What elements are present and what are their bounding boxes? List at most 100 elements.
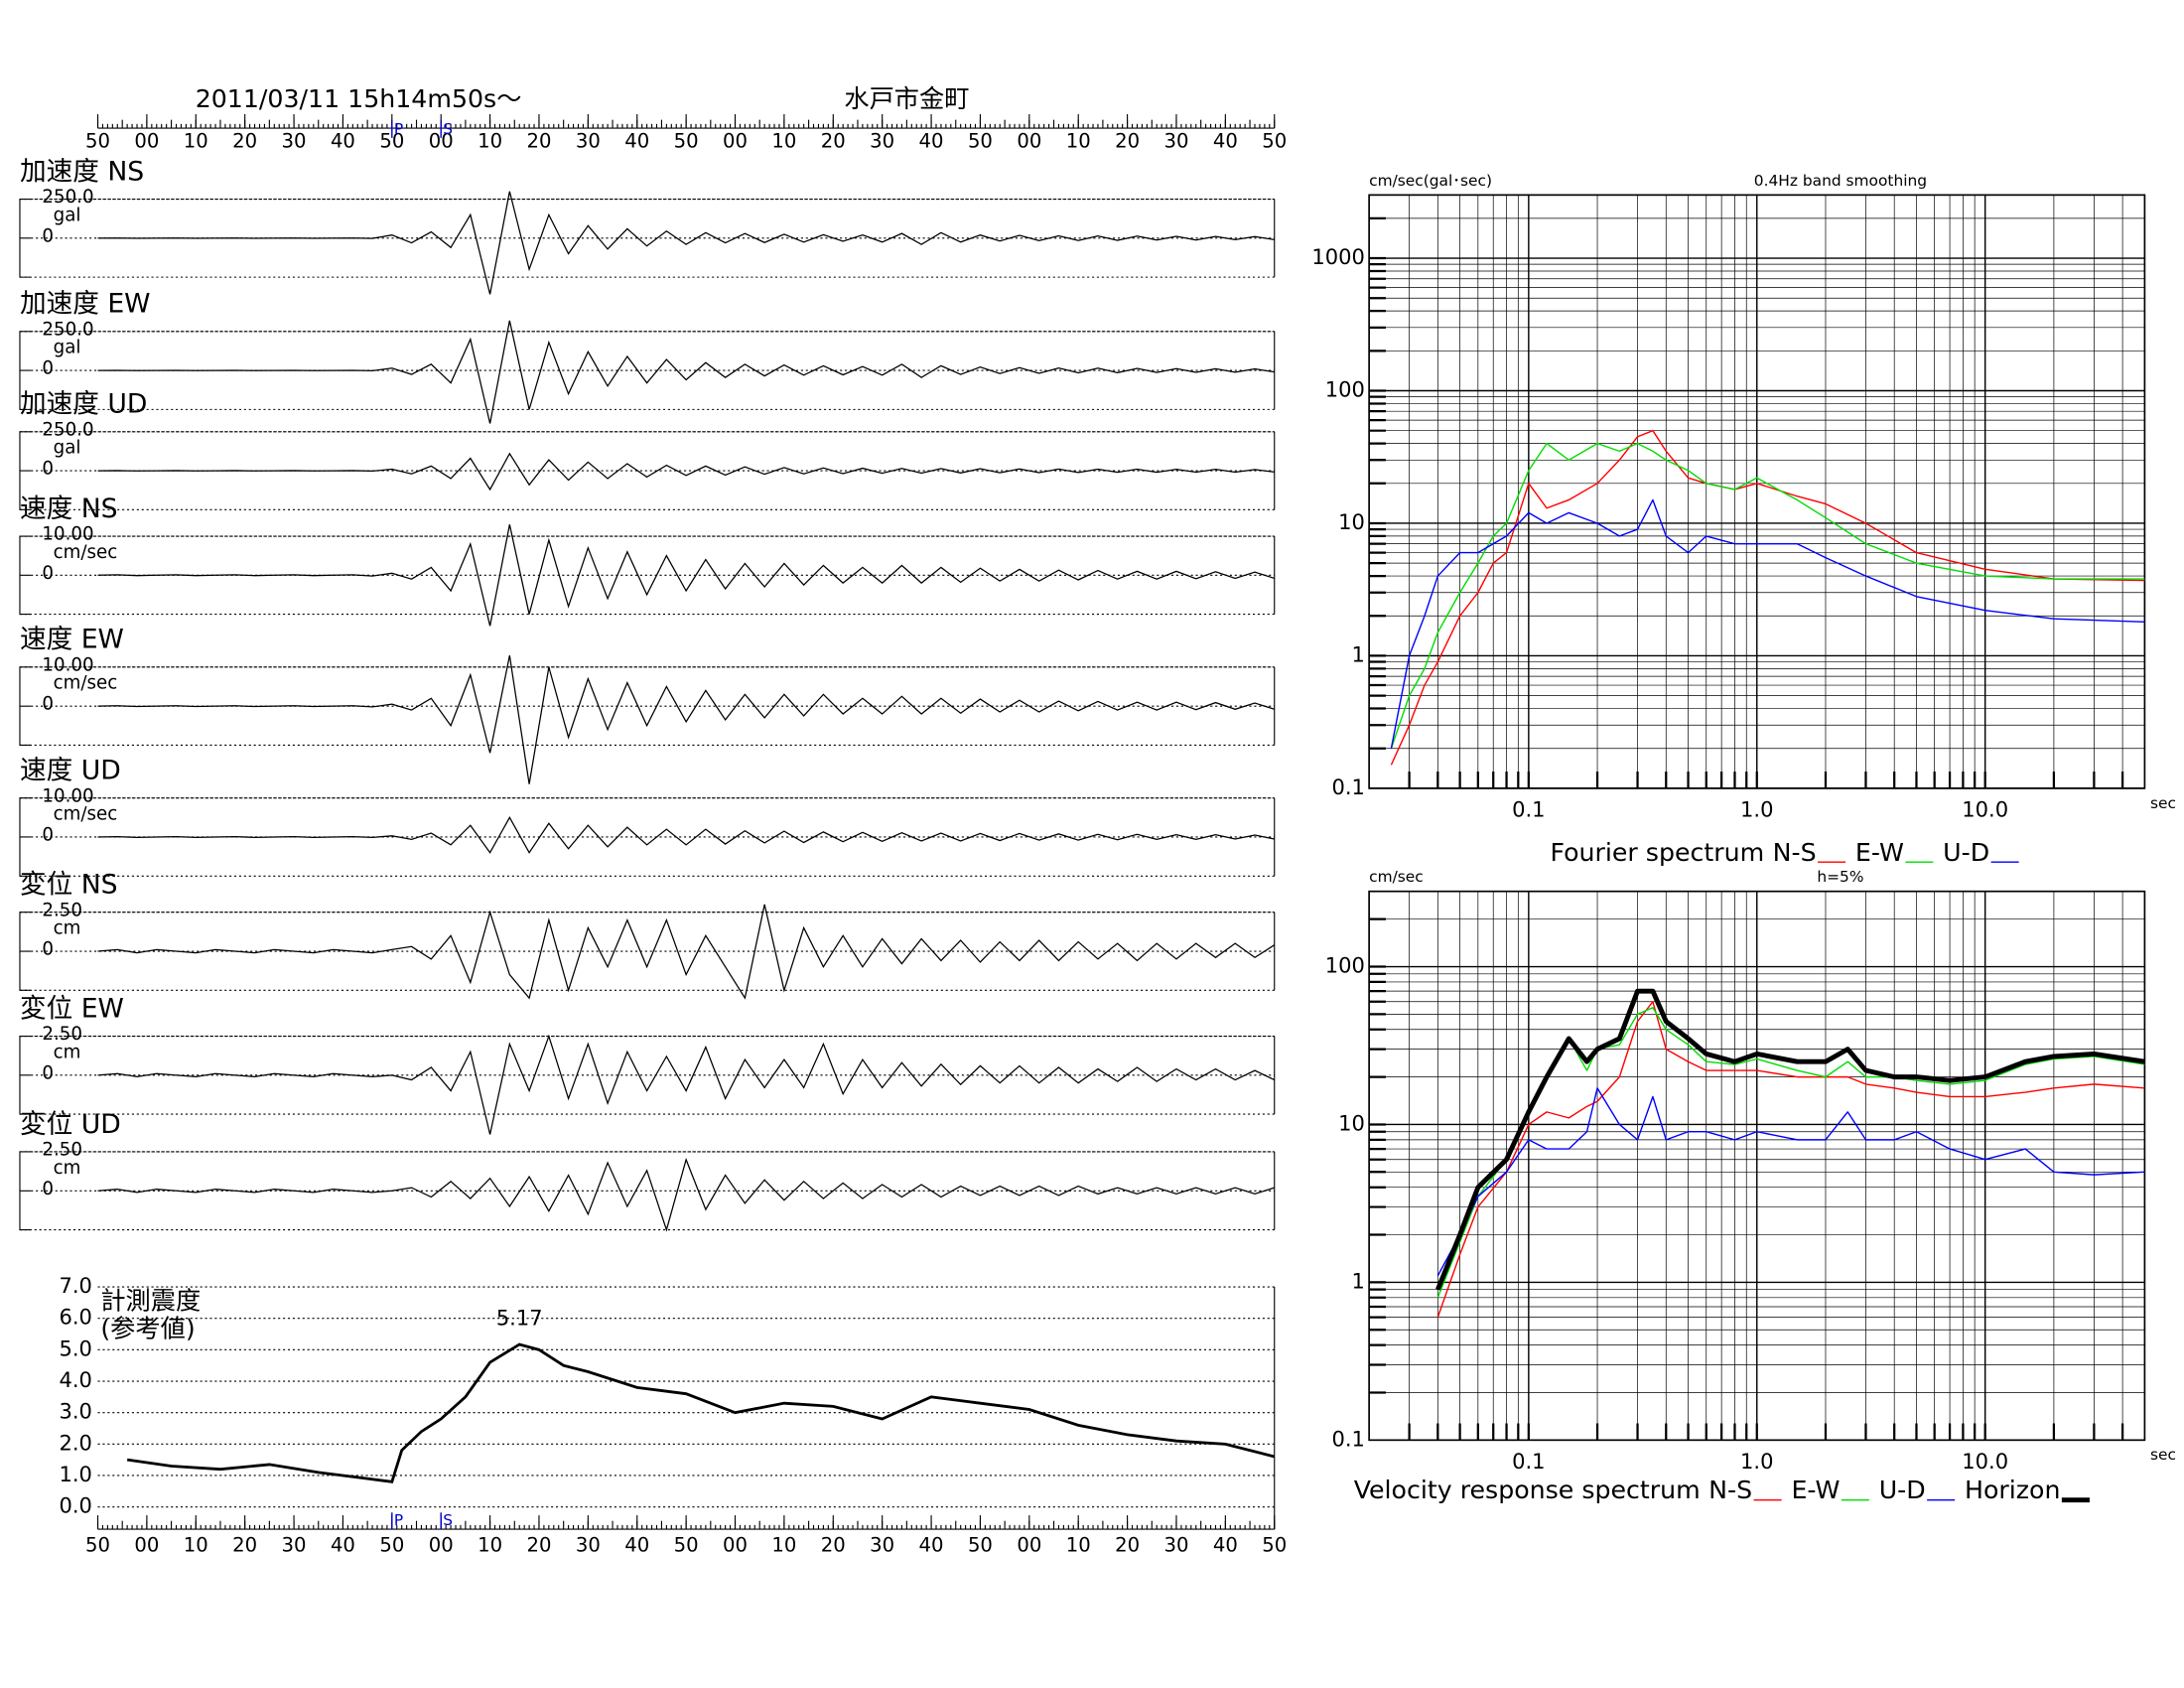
time-tick-label: 00 [1017, 130, 1041, 153]
time-tick-label: 40 [1213, 130, 1238, 153]
time-tick-label: 00 [429, 130, 454, 153]
legend-label: E-W [1855, 838, 1904, 867]
bracket [19, 431, 32, 510]
time-tick-label: 40 [624, 130, 649, 153]
bracket [19, 535, 32, 616]
y-tick-label: 1.0 [59, 1462, 91, 1486]
spectrum-line [1436, 1087, 2145, 1277]
time-tick-label: 30 [1163, 130, 1188, 153]
time-tick-label: 50 [674, 1533, 699, 1556]
unit-label: cm [54, 1042, 81, 1062]
unit-label: cm/sec [54, 542, 118, 563]
unit-label: cm/sec [54, 804, 118, 825]
bracket [19, 797, 32, 877]
phase-marker-label: P [394, 1511, 403, 1529]
y-tick-label: 100 [1325, 953, 1365, 978]
spectrum-line [1436, 1007, 2145, 1299]
y-tick-label: 3.0 [59, 1399, 91, 1424]
plot-frame [1368, 194, 2146, 789]
time-tick-label: 30 [870, 130, 894, 153]
time-tick-label: 50 [379, 1533, 404, 1556]
waveform-trace [97, 524, 1275, 627]
bracket [19, 199, 32, 278]
bracket [19, 1151, 32, 1231]
time-tick-label: 30 [282, 130, 307, 153]
y-tick-label: 2.50 [42, 900, 82, 920]
x-tick-label: 1.0 [1740, 1449, 1773, 1474]
x-tick-label: 10.0 [1962, 796, 2008, 821]
y-tick-label: 0 [42, 225, 54, 246]
y-tick-label: 250.0 [42, 187, 93, 208]
bracket [19, 912, 32, 991]
page-title: 2011/03/11 15h14m50s〜 [196, 84, 522, 113]
time-tick-label: 00 [723, 1533, 748, 1556]
time-tick-label: 10 [771, 1533, 796, 1556]
unit-label: cm/sec [54, 673, 118, 694]
y-axis-label: cm/sec [1369, 868, 1424, 886]
trace-title: 加速度 UD [20, 389, 147, 420]
trace-title: 変位 UD [20, 1109, 121, 1140]
time-tick-label: 30 [282, 1533, 307, 1556]
y-tick-label: 1 [1352, 1268, 1365, 1293]
waveform-trace [97, 320, 1275, 424]
time-tick-label: 10 [478, 130, 502, 153]
legend-label: U-D [1879, 1476, 1926, 1504]
y-tick-label: 0.1 [1331, 1426, 1364, 1451]
y-tick-label: 0 [42, 1062, 54, 1083]
y-tick-label: 2.50 [42, 1024, 82, 1045]
time-tick-label: 40 [1213, 1533, 1238, 1556]
time-tick-label: 00 [1017, 1533, 1041, 1556]
time-tick-label: 40 [624, 1533, 649, 1556]
x-tick-label: 0.1 [1512, 796, 1545, 821]
bracket [19, 666, 32, 746]
bracket [19, 1036, 32, 1115]
waveform-trace [97, 1034, 1276, 1135]
time-tick-label: 00 [134, 130, 159, 153]
y-tick-label: 1000 [1311, 244, 1364, 269]
trace-title: 速度 EW [20, 625, 124, 655]
waveform-trace [97, 191, 1275, 295]
y-tick-label: 1 [1352, 641, 1365, 666]
time-tick-label: 30 [576, 130, 601, 153]
spectrum-line [1390, 498, 2145, 749]
y-tick-label: 100 [1325, 377, 1365, 402]
time-tick-label: 20 [232, 1533, 257, 1556]
waveform-trace [97, 654, 1275, 784]
trace-title: 変位 NS [20, 870, 118, 901]
intensity-line [126, 1342, 1276, 1483]
y-tick-label: 5.0 [59, 1336, 91, 1360]
time-tick-label: 00 [723, 130, 748, 153]
time-tick-label: 10 [1066, 130, 1091, 153]
spectrum-line [1390, 442, 2145, 749]
legend-label: N-S [1773, 838, 1817, 867]
time-tick-label: 50 [85, 1533, 110, 1556]
phase-marker-label: P [394, 120, 403, 138]
y-tick-label: 0.1 [1331, 774, 1364, 799]
legend-title: Velocity response spectrum [1354, 1476, 1701, 1504]
phase-marker-label: S [443, 120, 453, 138]
y-tick-label: 0 [42, 694, 54, 715]
y-tick-label: 6.0 [59, 1305, 91, 1330]
y-tick-label: 0.0 [59, 1493, 91, 1518]
time-tick-label: 40 [331, 130, 355, 153]
time-tick-label: 10 [771, 130, 796, 153]
unit-label: gal [54, 205, 81, 225]
y-tick-label: 10 [1338, 509, 1365, 534]
bracket [19, 331, 32, 410]
waveform-trace [97, 1157, 1275, 1232]
legend-label: U-D [1943, 838, 1989, 867]
time-tick-label: 40 [919, 130, 944, 153]
x-tick-label: 1.0 [1740, 796, 1773, 821]
y-tick-label: 250.0 [42, 419, 93, 440]
chart-title: 0.4Hz band smoothing [1754, 172, 1927, 190]
station-name: 水戸市金町 [844, 84, 969, 113]
y-tick-label: 10.00 [42, 654, 93, 675]
y-tick-label: 0 [42, 563, 54, 584]
trace-title: 加速度 EW [20, 289, 151, 320]
time-tick-label: 50 [968, 1533, 993, 1556]
y-tick-label: 10.00 [42, 524, 93, 545]
x-tick-label: 10.0 [1962, 1449, 2008, 1474]
y-axis-label: cm/sec(gal･sec) [1369, 172, 1492, 190]
legend-label: N-S [1708, 1476, 1752, 1504]
time-tick-label: 20 [526, 130, 551, 153]
